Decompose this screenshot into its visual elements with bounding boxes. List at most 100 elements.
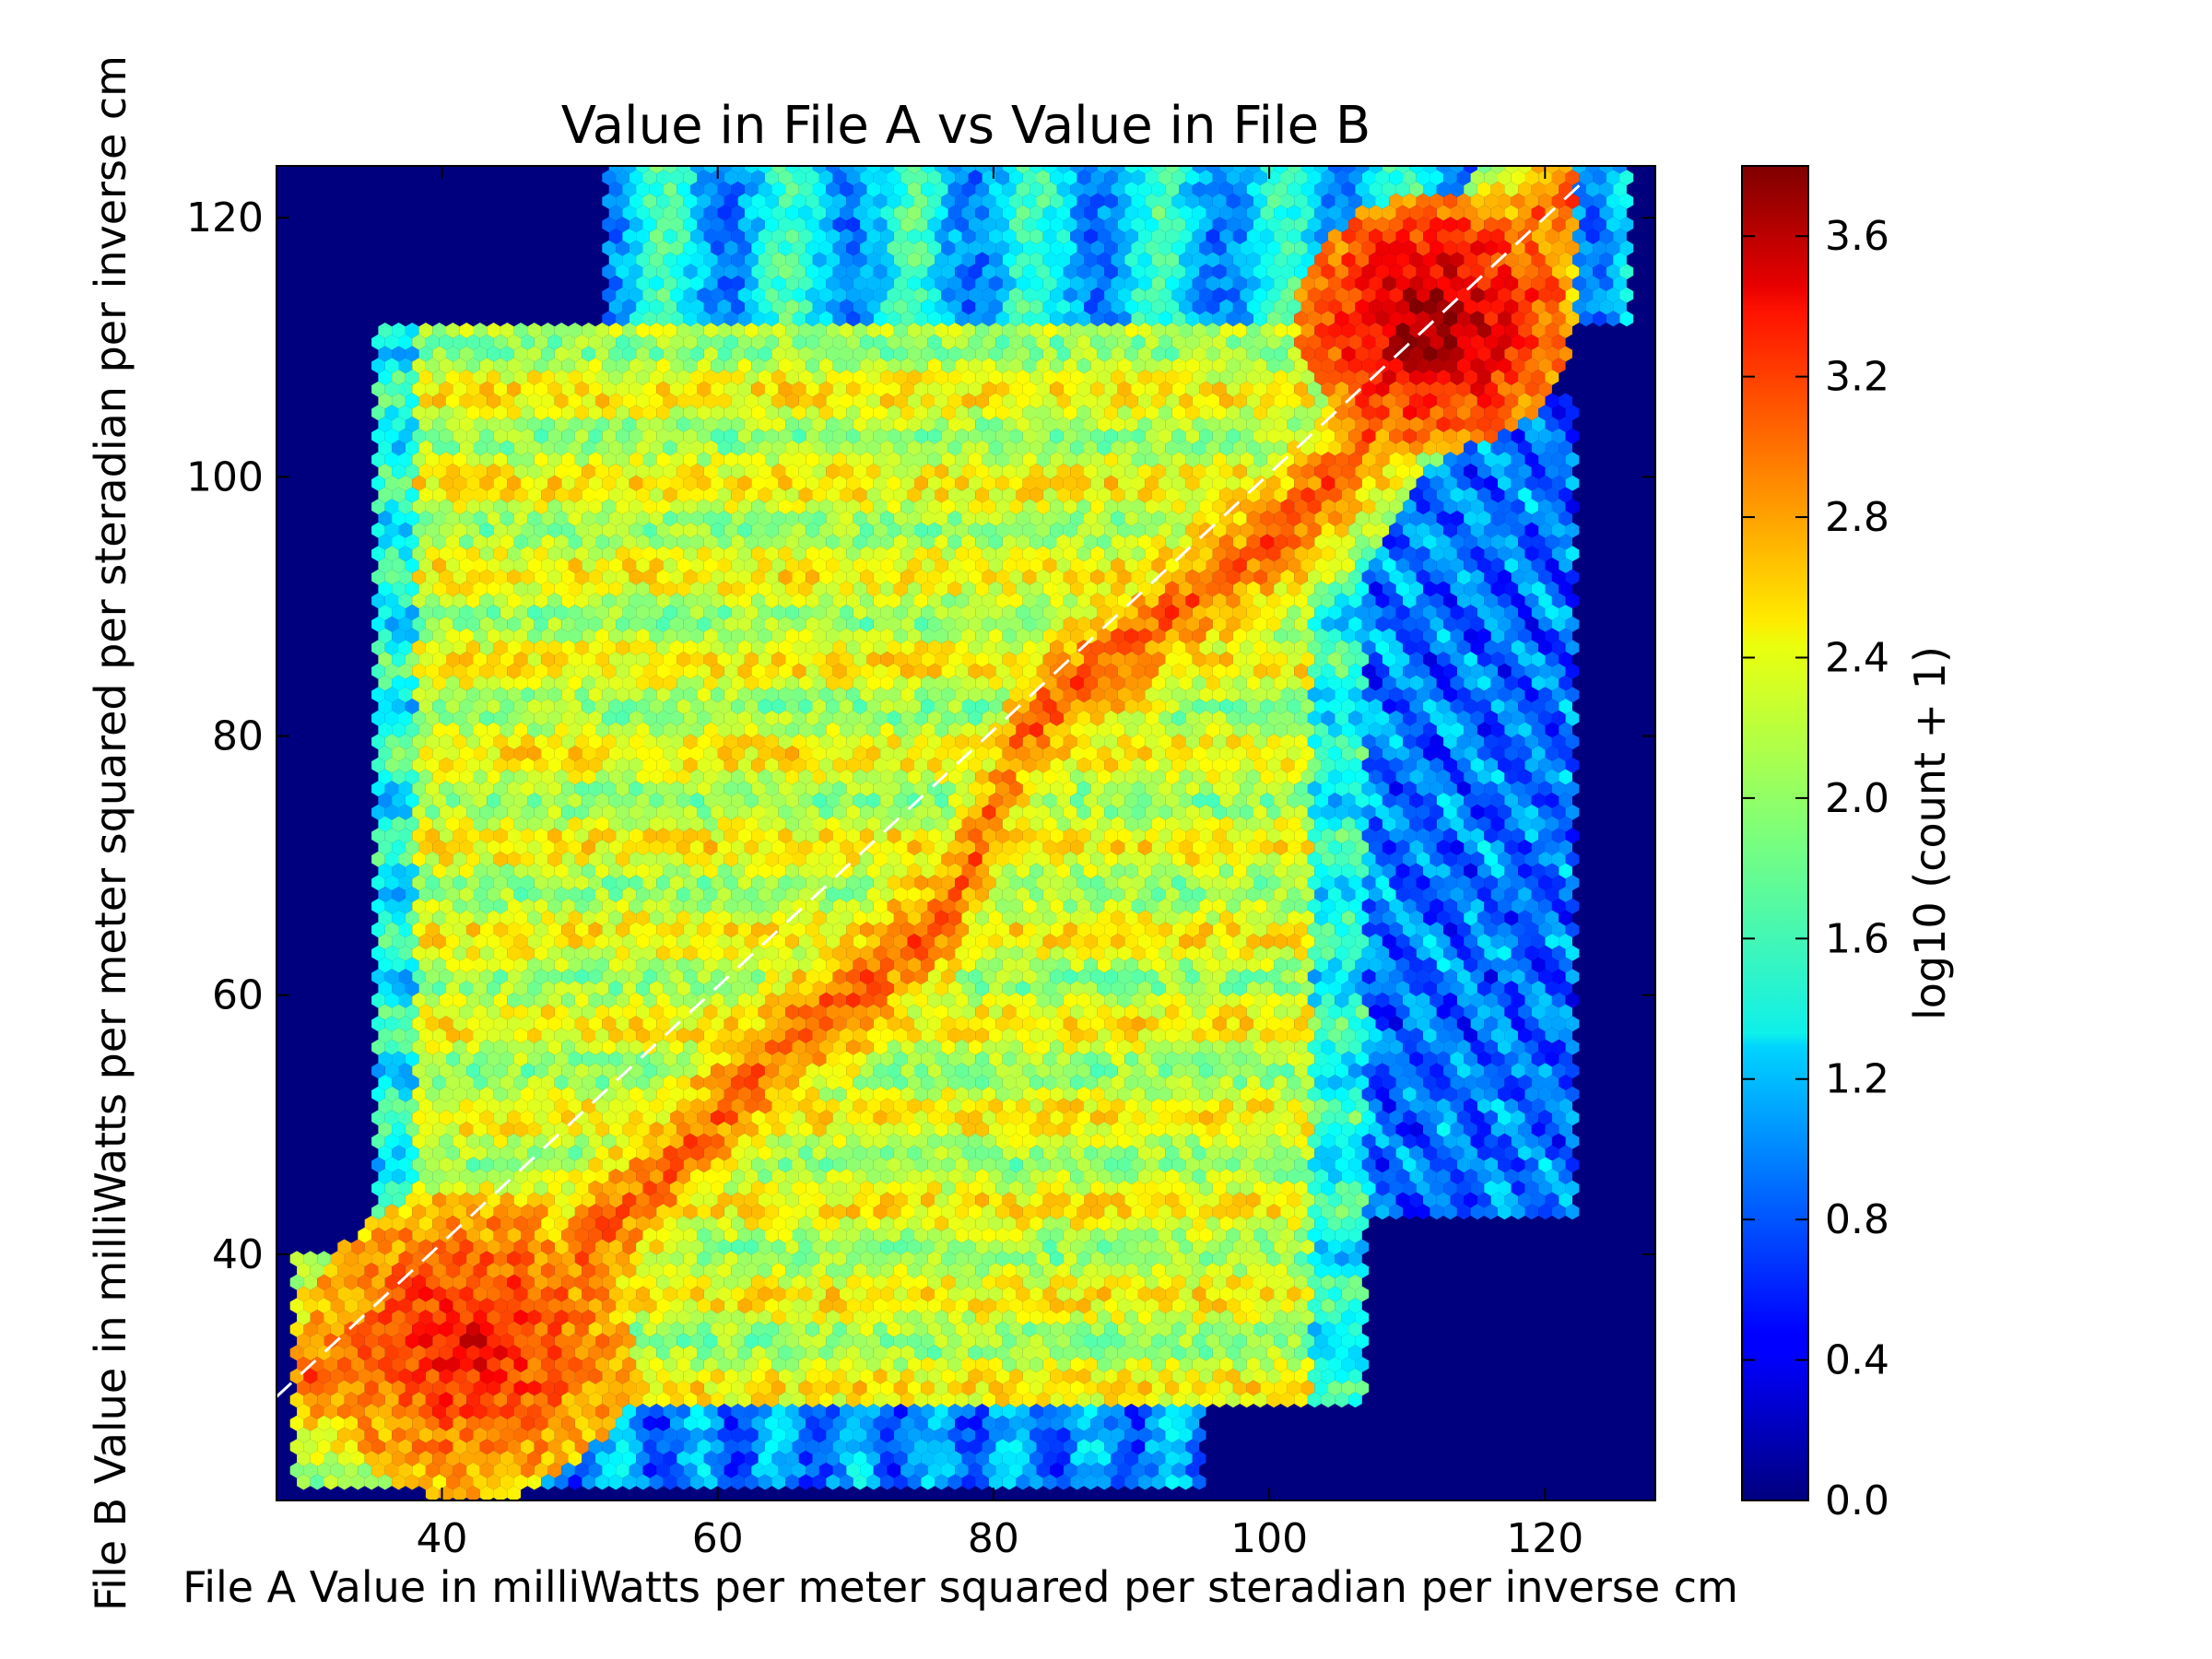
hexbin-cell [724, 287, 738, 303]
hexbin-cell [1192, 276, 1206, 291]
hexbin-cell [1159, 217, 1172, 233]
hexbin-cell [1341, 166, 1356, 174]
hexbin-cell [1355, 252, 1370, 268]
hexbin-cell [1179, 276, 1193, 291]
hexbin-cell [1042, 252, 1057, 268]
hexbin-cell [1430, 170, 1444, 186]
hexbin-cell [1171, 193, 1186, 209]
hexbin-cell [1314, 205, 1328, 221]
hexbin-cell [1287, 166, 1301, 174]
hexbin-cell [907, 252, 922, 268]
hexbin-cell [1443, 217, 1457, 233]
chart-title: Value in File A vs Value in File B [561, 96, 1371, 156]
hexbin-cell [1518, 166, 1532, 174]
hexbin-cell [1599, 276, 1614, 291]
hexbin-cell [1246, 229, 1261, 244]
hexbin-cell [1036, 193, 1051, 209]
hexbin-cell [1565, 264, 1580, 280]
hexbin-cell [703, 252, 718, 268]
hexbin-cell [1036, 170, 1051, 186]
hexbin-cell [697, 193, 712, 209]
hexbin-cell [1314, 276, 1328, 291]
hexbin-cell [663, 205, 677, 221]
hexbin-cell [1131, 193, 1146, 209]
hexbin-cell [792, 264, 806, 280]
hexbin-cell [636, 182, 650, 197]
hexbin-cell [1545, 182, 1559, 197]
hexbin-cell [1599, 182, 1614, 197]
hexbin-cell [758, 252, 772, 268]
hexbin-cell [860, 264, 874, 280]
hexbin-cell [1395, 252, 1410, 268]
hexbin-cell [663, 182, 677, 197]
hexbin-cell [1212, 193, 1227, 209]
hexbin-cell [1097, 229, 1112, 244]
hexbin-cell [1294, 193, 1308, 209]
hexbin-cell [1294, 240, 1308, 256]
hexbin-cell [622, 276, 637, 291]
hexbin-cell [1097, 205, 1112, 221]
hexbin-cell [1464, 276, 1477, 291]
hexbin-cell [1498, 217, 1512, 233]
hexbin-cell [1551, 240, 1566, 256]
hexbin-cell [995, 193, 1009, 209]
hexbin-cell [670, 217, 684, 233]
hexbin-cell [860, 287, 874, 303]
hexbin-cell [1585, 276, 1600, 291]
hexbin-cell [1328, 229, 1342, 244]
hexbin-cell [1395, 205, 1410, 221]
hexbin-cell [785, 299, 799, 315]
hexbin-cell [765, 193, 779, 209]
hexbin-cell [1464, 205, 1477, 221]
hexbin-cell [873, 264, 888, 280]
hexbin-cell [785, 252, 799, 268]
hexbin-cell [1090, 170, 1105, 186]
hexbin-cell [798, 229, 813, 244]
hexbin-cell [1280, 287, 1295, 303]
hexbin-cell [1131, 240, 1146, 256]
hexbin-cell [670, 264, 684, 280]
hexbin-cell [853, 182, 867, 197]
hexbin-cell [1097, 276, 1112, 291]
hexbin-cell [893, 182, 908, 197]
hexbin-cell [608, 166, 623, 174]
hexbin-cell [1063, 264, 1077, 280]
hexbin-cell [1416, 217, 1430, 233]
hexbin-cell [1266, 287, 1281, 303]
hexbin-cell [717, 182, 732, 197]
hexbin-cell [751, 240, 765, 256]
hexbin-cell [1361, 217, 1376, 233]
hexbin-cell [1266, 264, 1281, 280]
hexbin-cell [840, 205, 853, 221]
hexbin-cell [853, 205, 867, 221]
hexbin-cell [1145, 240, 1159, 256]
hexbin-cell [1490, 182, 1505, 197]
hexbin-cell [771, 229, 786, 244]
hexbin-cell [961, 229, 976, 244]
hexbin-cell [880, 276, 894, 291]
hexbin-cell [663, 276, 677, 291]
hexbin-cell [1104, 170, 1118, 186]
hexbin-cell [663, 252, 677, 268]
hexbin-cell [636, 299, 650, 315]
hexbin-cell [1016, 166, 1030, 174]
hexbin-cell [1016, 252, 1030, 268]
hexbin-cell [1409, 252, 1423, 268]
hexbin-cell [717, 166, 732, 174]
hexbin-cell [1199, 240, 1213, 256]
hexbin-cell [1593, 193, 1606, 209]
hexbin-cell [677, 252, 690, 268]
hexbin-cell [1185, 217, 1200, 233]
hexbin-cell [1294, 170, 1308, 186]
hexbin-cell [818, 217, 833, 233]
hexbin-cell [622, 252, 637, 268]
hexbin-cell [927, 287, 942, 303]
hexbin-cell [1307, 240, 1322, 256]
hexbin-cell [860, 217, 874, 233]
hexbin-cell [988, 166, 1003, 174]
hexbin-cell [1131, 264, 1146, 280]
hexbin-cell [1375, 240, 1390, 256]
hexbin-cell [935, 166, 948, 174]
hexbin-cell [711, 193, 724, 209]
hexbin-cell [866, 299, 881, 315]
